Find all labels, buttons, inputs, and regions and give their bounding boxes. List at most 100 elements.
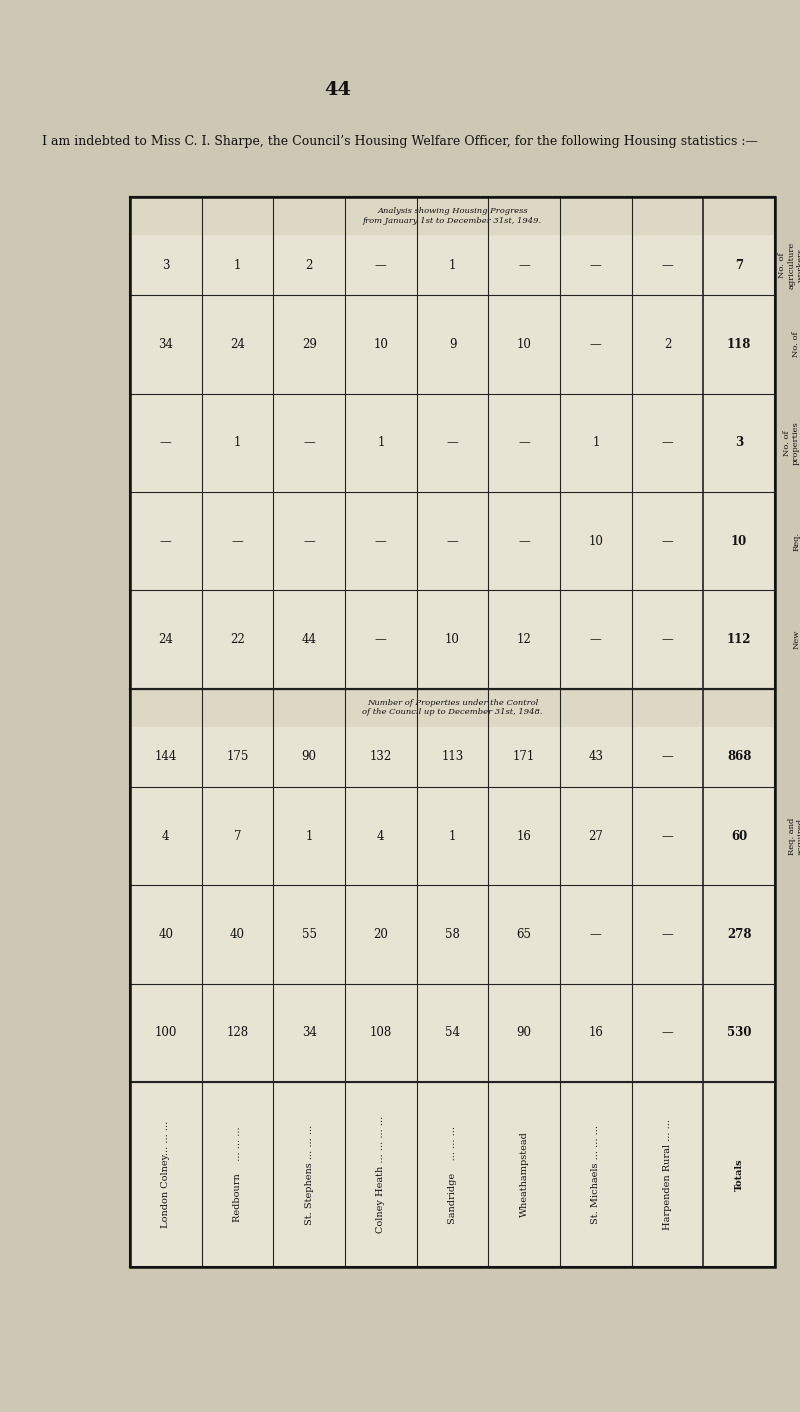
Text: No. of
agriculture
workers
from out-
side areas
housed in
Parishes: No. of agriculture workers from out- sid… bbox=[778, 241, 800, 289]
Text: 2: 2 bbox=[306, 258, 313, 271]
Text: —: — bbox=[590, 258, 602, 271]
Text: 132: 132 bbox=[370, 750, 392, 764]
Text: 24: 24 bbox=[158, 633, 174, 647]
Text: 10: 10 bbox=[588, 535, 603, 548]
Text: —: — bbox=[518, 535, 530, 548]
Text: 65: 65 bbox=[517, 928, 532, 940]
Text: 40: 40 bbox=[230, 928, 245, 940]
Text: Colney Heath ... ... ... ...: Colney Heath ... ... ... ... bbox=[376, 1115, 386, 1233]
Text: St. Stephens ... ... ...: St. Stephens ... ... ... bbox=[305, 1124, 314, 1224]
Text: 2: 2 bbox=[664, 337, 671, 352]
Text: —: — bbox=[662, 258, 674, 271]
Text: 108: 108 bbox=[370, 1027, 392, 1039]
Text: Analysis showing Housing Progress
from January 1st to December 31st, 1949.: Analysis showing Housing Progress from J… bbox=[363, 208, 542, 225]
Text: 90: 90 bbox=[517, 1027, 532, 1039]
Text: 90: 90 bbox=[302, 750, 317, 764]
Text: New
houses
completed
in 1949: New houses completed in 1949 bbox=[792, 617, 800, 662]
Bar bbox=[130, 198, 775, 1267]
Text: —: — bbox=[518, 258, 530, 271]
Text: 16: 16 bbox=[517, 830, 532, 843]
Text: 44: 44 bbox=[325, 80, 351, 99]
Text: —: — bbox=[375, 633, 386, 647]
Text: London Colney... ... ...: London Colney... ... ... bbox=[162, 1121, 170, 1228]
Text: 43: 43 bbox=[588, 750, 603, 764]
Bar bbox=[130, 198, 775, 234]
Text: 1: 1 bbox=[592, 436, 599, 449]
Text: 3: 3 bbox=[735, 436, 743, 449]
Text: —: — bbox=[590, 633, 602, 647]
Text: 24: 24 bbox=[230, 337, 245, 352]
Text: 40: 40 bbox=[158, 928, 174, 940]
Text: —: — bbox=[662, 750, 674, 764]
Text: —: — bbox=[662, 436, 674, 449]
Text: 12: 12 bbox=[517, 633, 531, 647]
Text: 20: 20 bbox=[374, 928, 388, 940]
Text: St. Michaels ... ... ...: St. Michaels ... ... ... bbox=[591, 1125, 600, 1224]
Text: Req. and
acquired
and
Temporary
Hutments: Req. and acquired and Temporary Hutments bbox=[787, 813, 800, 858]
Text: 113: 113 bbox=[442, 750, 464, 764]
Text: 7: 7 bbox=[234, 830, 242, 843]
Text: 112: 112 bbox=[727, 633, 751, 647]
Text: —: — bbox=[232, 535, 243, 548]
Text: 1: 1 bbox=[377, 436, 385, 449]
Text: —: — bbox=[662, 1027, 674, 1039]
Text: —: — bbox=[160, 535, 172, 548]
Text: 16: 16 bbox=[588, 1027, 603, 1039]
Text: 7: 7 bbox=[735, 258, 743, 271]
Text: 54: 54 bbox=[445, 1027, 460, 1039]
Text: —: — bbox=[446, 535, 458, 548]
Text: 1: 1 bbox=[449, 830, 456, 843]
Text: —: — bbox=[662, 633, 674, 647]
Text: Totals: Totals bbox=[734, 1158, 744, 1190]
Text: 1: 1 bbox=[306, 830, 313, 843]
Text: 171: 171 bbox=[513, 750, 535, 764]
Text: 118: 118 bbox=[727, 337, 751, 352]
Text: 128: 128 bbox=[226, 1027, 249, 1039]
Text: —: — bbox=[662, 928, 674, 940]
Text: —: — bbox=[375, 535, 386, 548]
Text: 10: 10 bbox=[445, 633, 460, 647]
Text: —: — bbox=[590, 928, 602, 940]
Text: 3: 3 bbox=[162, 258, 170, 271]
Text: —: — bbox=[160, 436, 172, 449]
Text: 44: 44 bbox=[302, 633, 317, 647]
Text: —: — bbox=[375, 258, 386, 271]
Text: Wheathampstead: Wheathampstead bbox=[520, 1131, 529, 1217]
Text: 29: 29 bbox=[302, 337, 317, 352]
Text: 10: 10 bbox=[374, 337, 388, 352]
Text: 1: 1 bbox=[234, 436, 241, 449]
Text: 27: 27 bbox=[588, 830, 603, 843]
Text: No. of
families
re-housed
in 1949: No. of families re-housed in 1949 bbox=[792, 323, 800, 366]
Text: I am indebted to Miss C. I. Sharpe, the Council’s Housing Welfare Officer, for t: I am indebted to Miss C. I. Sharpe, the … bbox=[42, 136, 758, 148]
Text: No. of
properties
vacated in
1949 other
than by
transfer: No. of properties vacated in 1949 other … bbox=[783, 419, 800, 466]
Text: 4: 4 bbox=[377, 830, 385, 843]
Text: 144: 144 bbox=[154, 750, 177, 764]
Text: 4: 4 bbox=[162, 830, 170, 843]
Text: 55: 55 bbox=[302, 928, 317, 940]
Text: Sandridge    ... ... ...: Sandridge ... ... ... bbox=[448, 1125, 457, 1224]
Text: 10: 10 bbox=[517, 337, 532, 352]
Text: —: — bbox=[303, 535, 315, 548]
Text: 22: 22 bbox=[230, 633, 245, 647]
Bar bbox=[130, 689, 775, 727]
Text: 100: 100 bbox=[154, 1027, 177, 1039]
Text: 278: 278 bbox=[727, 928, 751, 940]
Text: 868: 868 bbox=[727, 750, 751, 764]
Text: 9: 9 bbox=[449, 337, 456, 352]
Text: 530: 530 bbox=[727, 1027, 751, 1039]
Text: —: — bbox=[303, 436, 315, 449]
Text: —: — bbox=[590, 337, 602, 352]
Text: —: — bbox=[662, 535, 674, 548]
Text: Redbourn    ... ... ...: Redbourn ... ... ... bbox=[233, 1127, 242, 1223]
Bar bbox=[130, 198, 775, 1267]
Text: —: — bbox=[662, 830, 674, 843]
Text: 34: 34 bbox=[302, 1027, 317, 1039]
Text: 60: 60 bbox=[731, 830, 747, 843]
Text: —: — bbox=[446, 436, 458, 449]
Text: Req.
Hutments
converted
in 1949: Req. Hutments converted in 1949 bbox=[792, 520, 800, 562]
Text: 34: 34 bbox=[158, 337, 174, 352]
Text: 1: 1 bbox=[234, 258, 241, 271]
Text: Number of Properties under the Control
of the Council up to December 31st, 1948.: Number of Properties under the Control o… bbox=[362, 699, 542, 716]
Text: 10: 10 bbox=[731, 535, 747, 548]
Text: 175: 175 bbox=[226, 750, 249, 764]
